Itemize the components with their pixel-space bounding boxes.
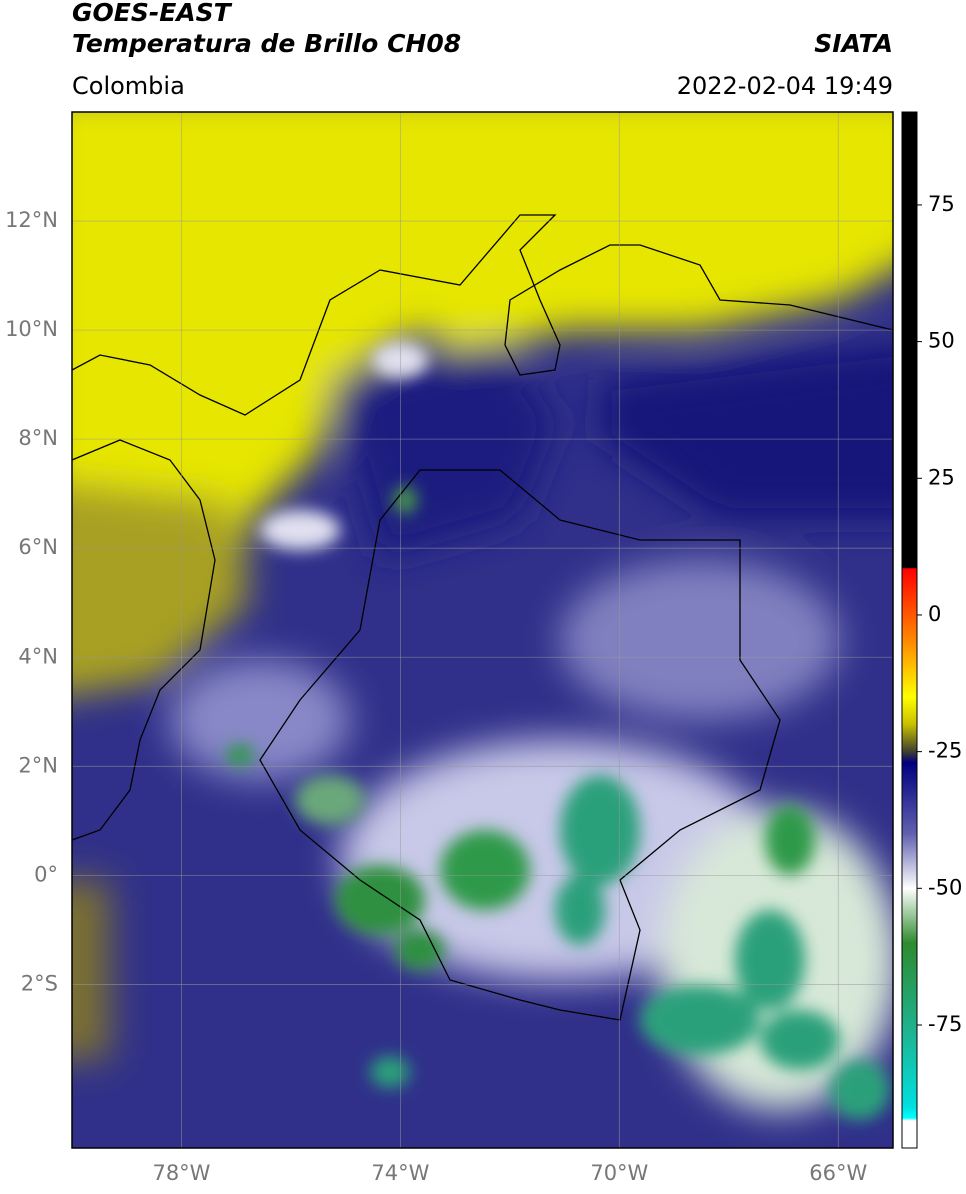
grid <box>72 112 893 1148</box>
coastlines <box>72 214 893 1021</box>
colorbar-tick-label: 50 <box>928 329 955 353</box>
y-tick-label: 12°N <box>5 208 58 232</box>
colorbar-tick-label: 75 <box>928 192 955 216</box>
y-tick-label: 8°N <box>18 426 58 450</box>
colorbar-tick-label: 25 <box>928 465 955 489</box>
x-tick-label: 66°W <box>809 1161 867 1185</box>
region: Colombia <box>72 72 185 100</box>
y-tick-label: 10°N <box>5 317 58 341</box>
cold-tops <box>226 342 890 1120</box>
datetime: 2022-02-04 19:49 <box>677 72 893 100</box>
y-tick-label: 2°N <box>18 753 58 777</box>
x-tick-label: 70°W <box>590 1161 648 1185</box>
title: GOES-EAST <box>72 0 233 27</box>
x-tick-label: 78°W <box>152 1161 210 1185</box>
colorbar-tick-label: -75 <box>928 1012 962 1036</box>
colorbar-tick-label: -50 <box>928 875 962 899</box>
subtitle: Temperatura de Brillo CH08 <box>72 29 461 58</box>
y-tick-label: 2°S <box>21 971 58 995</box>
colorbar <box>901 111 918 1149</box>
colorbar-tick-label: -25 <box>928 739 962 763</box>
map-frame <box>71 111 894 1149</box>
x-tick-label: 74°W <box>371 1161 429 1185</box>
colorbar-tick-label: 0 <box>928 602 941 626</box>
y-tick-label: 0° <box>34 862 58 886</box>
source: SIATA <box>814 29 893 58</box>
y-tick-label: 6°N <box>18 535 58 559</box>
y-tick-label: 4°N <box>18 644 58 668</box>
satellite-image <box>72 112 893 1148</box>
